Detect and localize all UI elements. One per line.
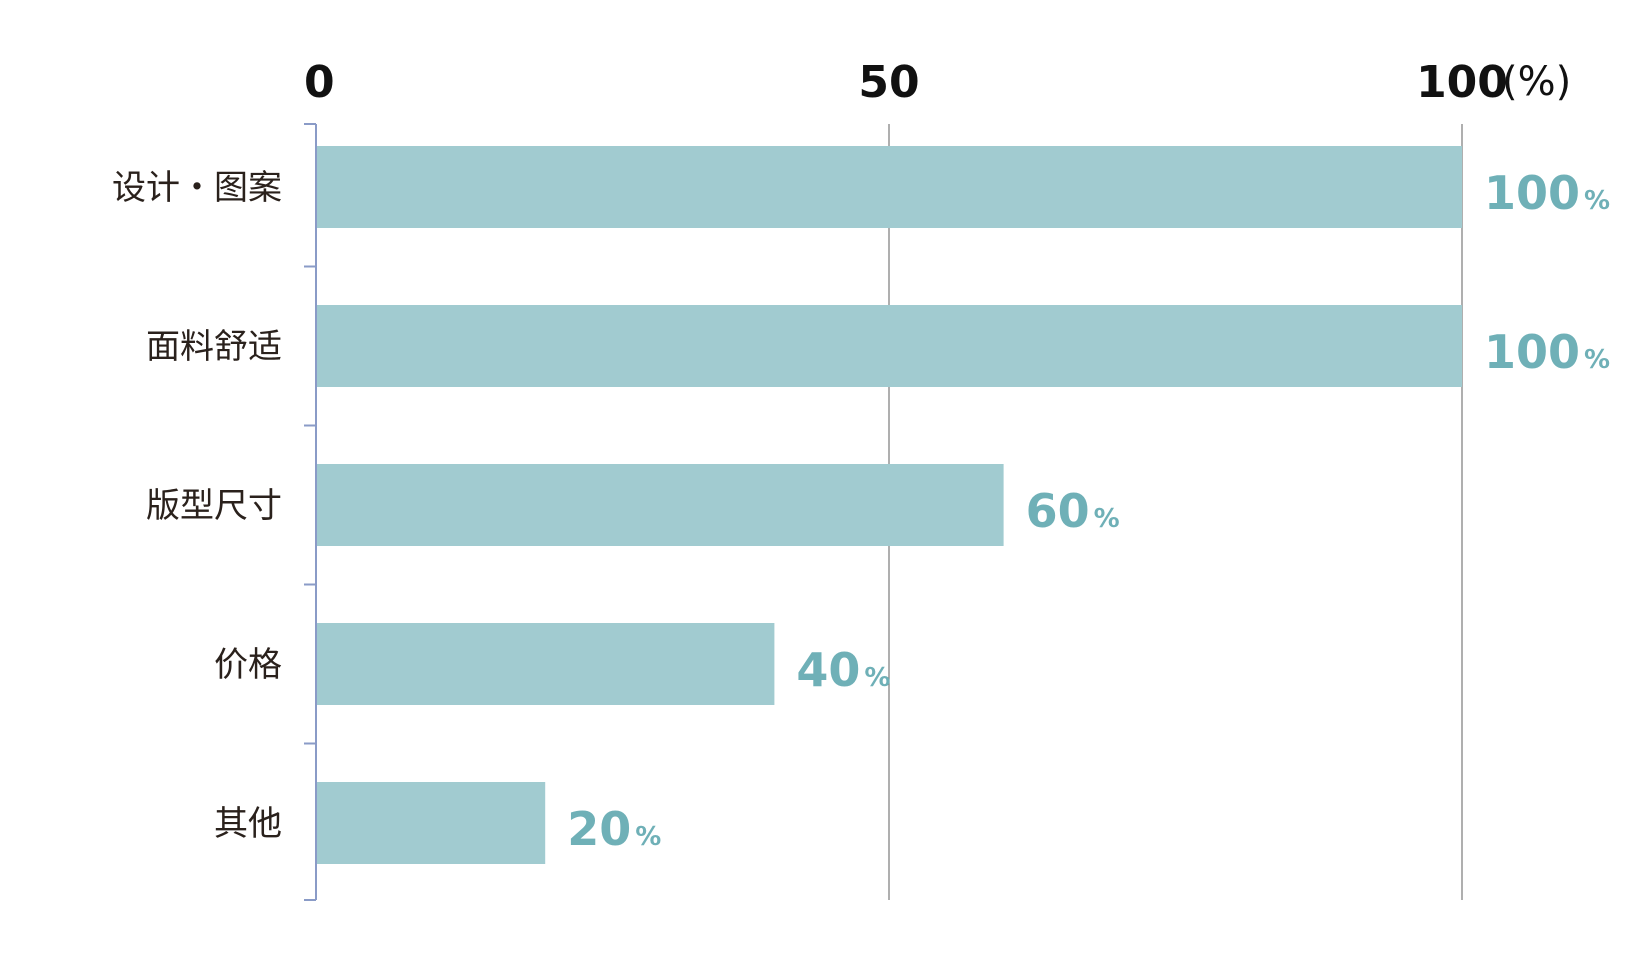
value-label-0: 100% — [1484, 166, 1610, 220]
category-label-1: 面料舒适 — [146, 327, 282, 367]
x-tick-label-0: 0 — [304, 57, 335, 108]
category-label-0: 设计・图案 — [112, 168, 282, 208]
category-axis — [304, 123, 317, 901]
bar-0 — [316, 146, 1462, 228]
bar-4 — [316, 782, 546, 864]
category-label-4: 其他 — [214, 804, 282, 844]
bar-2 — [316, 464, 1004, 546]
bar-3 — [316, 623, 775, 705]
value-label-4: 20% — [567, 802, 661, 856]
bars — [316, 146, 1462, 864]
bar-1 — [316, 305, 1462, 387]
value-label-1: 100% — [1484, 325, 1610, 379]
category-label-2: 版型尺寸 — [146, 486, 282, 526]
category-label-3: 价格 — [214, 645, 282, 685]
x-tick-label-100: 100 — [1416, 57, 1508, 108]
value-labels: 100 % 100 % 60 % 40 % 20% — [567, 166, 1610, 856]
value-label-3: 40% — [796, 643, 890, 697]
x-axis-unit: (%) — [1502, 59, 1571, 105]
value-label-2: 60% — [1026, 484, 1120, 538]
x-tick-label-50: 50 — [858, 57, 919, 108]
x-axis-ticks: 0 50 100(%) — [304, 57, 1571, 108]
